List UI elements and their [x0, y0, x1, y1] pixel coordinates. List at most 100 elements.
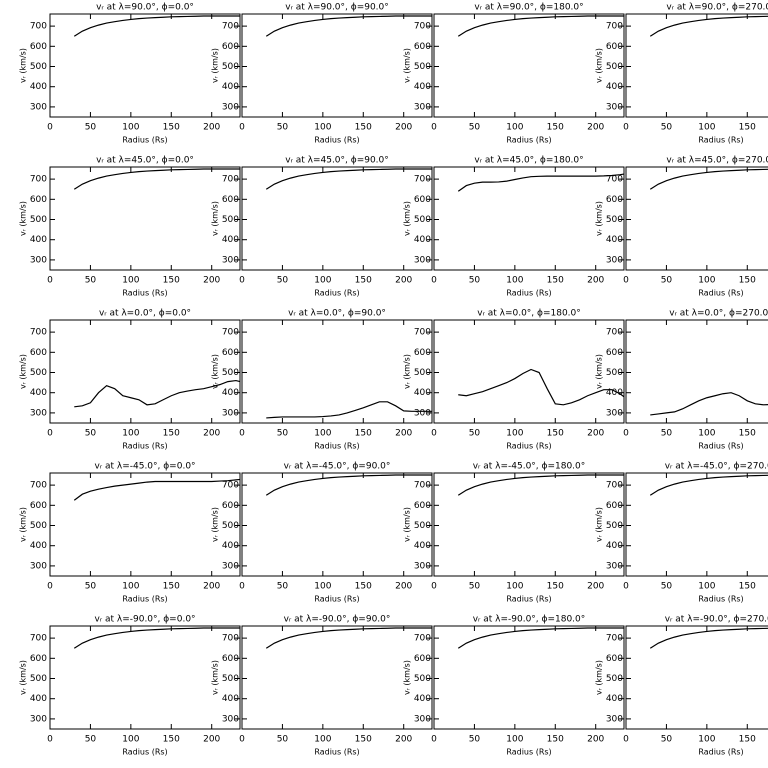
x-tick-label: 150: [163, 276, 180, 286]
plot-frame: [241, 319, 433, 424]
y-tick-label: 400: [222, 235, 239, 245]
x-tick-label: 200: [587, 735, 604, 745]
data-line: [457, 15, 624, 37]
data-line: [265, 168, 432, 190]
x-tick-label: 50: [661, 276, 673, 286]
x-tick-label: 150: [547, 123, 564, 133]
y-tick-label: 400: [606, 82, 623, 92]
x-tick-label: 100: [314, 123, 331, 133]
y-tick-label: 500: [606, 368, 623, 378]
y-tick-label: 400: [222, 694, 239, 704]
x-tick-label: 50: [85, 276, 97, 286]
panel: vᵣ at λ=0.0°, ϕ=180.0° Radius (Rs) vᵣ (km/…: [403, 309, 625, 451]
x-tick-label: 150: [547, 429, 564, 439]
panel: vᵣ at λ=-45.0°, ϕ=0.0° Radius (Rs) vᵣ (km/…: [19, 462, 241, 604]
panel: vᵣ at λ=-45.0°, ϕ=270.0° Radius (Rs) vᵣ (k…: [595, 462, 768, 604]
panel-title: vᵣ at λ=0.0°, ϕ=90.0°: [288, 309, 386, 319]
x-axis-label: Radius (Rs): [506, 748, 551, 757]
data-line: [649, 627, 768, 649]
y-tick-label: 600: [30, 348, 47, 358]
y-tick-label: 700: [414, 328, 431, 338]
x-tick-label: 200: [395, 735, 412, 745]
y-tick-label: 500: [606, 521, 623, 531]
y-tick-label: 400: [414, 388, 431, 398]
y-axis-label: vᵣ (km/s): [403, 507, 412, 542]
data-line: [73, 478, 241, 501]
y-tick-label: 600: [414, 348, 431, 358]
data-line: [457, 474, 624, 496]
plot-frame: [49, 166, 241, 271]
y-tick-label: 600: [606, 501, 623, 511]
plot-frame: [49, 472, 241, 577]
panel: vᵣ at λ=90.0°, ϕ=0.0° Radius (Rs) vᵣ (km/s…: [19, 3, 241, 145]
x-tick-label: 150: [355, 429, 372, 439]
x-tick-label: 150: [739, 429, 756, 439]
y-tick-label: 600: [222, 501, 239, 511]
panel-title: vᵣ at λ=90.0°, ϕ=90.0°: [285, 3, 389, 13]
panel-title: vᵣ at λ=90.0°, ϕ=270.0°: [666, 3, 768, 13]
x-axis-label: Radius (Rs): [698, 289, 743, 298]
x-tick-label: 200: [203, 582, 220, 592]
x-axis-label: Radius (Rs): [122, 595, 167, 604]
x-tick-label: 150: [163, 735, 180, 745]
x-tick-label: 50: [661, 123, 673, 133]
y-tick-label: 500: [606, 674, 623, 684]
panel: vᵣ at λ=-45.0°, ϕ=90.0° Radius (Rs) vᵣ (km…: [211, 462, 433, 604]
y-tick-label: 300: [414, 714, 431, 724]
y-tick-label: 500: [222, 521, 239, 531]
panel: vᵣ at λ=-90.0°, ϕ=90.0° Radius (Rs) vᵣ (km…: [211, 615, 433, 757]
y-tick-label: 300: [414, 561, 431, 571]
y-axis-label: vᵣ (km/s): [595, 507, 604, 542]
y-tick-label: 700: [30, 634, 47, 644]
panel: vᵣ at λ=90.0°, ϕ=180.0° Radius (Rs) vᵣ (km…: [403, 3, 625, 145]
x-tick-label: 50: [277, 429, 289, 439]
x-tick-label: 50: [469, 123, 481, 133]
y-tick-label: 600: [414, 195, 431, 205]
y-axis-label: vᵣ (km/s): [595, 48, 604, 83]
x-tick-label: 100: [698, 429, 715, 439]
y-axis-label: vᵣ (km/s): [595, 201, 604, 236]
x-tick-label: 0: [623, 735, 629, 745]
x-axis-label: Radius (Rs): [314, 595, 359, 604]
x-tick-label: 100: [506, 123, 523, 133]
x-tick-label: 150: [739, 276, 756, 286]
panel: vᵣ at λ=0.0°, ϕ=90.0° Radius (Rs) vᵣ (km/s…: [211, 309, 433, 451]
y-tick-label: 600: [414, 42, 431, 52]
panel: vᵣ at λ=45.0°, ϕ=180.0° Radius (Rs) vᵣ (km…: [403, 156, 625, 298]
panel-title: vᵣ at λ=90.0°, ϕ=180.0°: [474, 3, 583, 13]
data-line: [457, 627, 624, 649]
panel-title: vᵣ at λ=45.0°, ϕ=90.0°: [285, 156, 389, 166]
y-tick-label: 500: [222, 62, 239, 72]
plot-frame: [49, 13, 241, 118]
y-tick-label: 400: [414, 82, 431, 92]
y-tick-label: 300: [222, 102, 239, 112]
data-line: [73, 168, 240, 190]
y-tick-label: 300: [606, 102, 623, 112]
x-tick-label: 200: [395, 582, 412, 592]
plot-frame: [241, 166, 433, 271]
x-tick-label: 0: [431, 429, 437, 439]
y-axis-label: vᵣ (km/s): [211, 507, 220, 542]
x-tick-label: 50: [277, 582, 289, 592]
plot-frame: [49, 625, 241, 730]
panel-title: vᵣ at λ=-45.0°, ϕ=90.0°: [284, 462, 391, 472]
y-tick-label: 300: [222, 408, 239, 418]
x-tick-label: 200: [395, 276, 412, 286]
plot-frame: [241, 625, 433, 730]
y-tick-label: 600: [30, 501, 47, 511]
y-tick-label: 500: [414, 674, 431, 684]
panel-title: vᵣ at λ=-90.0°, ϕ=90.0°: [284, 615, 391, 625]
y-tick-label: 400: [606, 388, 623, 398]
x-tick-label: 100: [506, 582, 523, 592]
y-axis-label: vᵣ (km/s): [19, 354, 28, 389]
x-tick-label: 0: [239, 582, 245, 592]
y-tick-label: 600: [606, 348, 623, 358]
x-tick-label: 200: [395, 429, 412, 439]
panel: vᵣ at λ=-90.0°, ϕ=0.0° Radius (Rs) vᵣ (km/…: [19, 615, 241, 757]
panel: vᵣ at λ=45.0°, ϕ=90.0° Radius (Rs) vᵣ (km/…: [211, 156, 433, 298]
x-axis-label: Radius (Rs): [506, 442, 551, 451]
x-tick-label: 50: [469, 735, 481, 745]
x-axis-label: Radius (Rs): [698, 595, 743, 604]
y-tick-label: 300: [30, 102, 47, 112]
data-line: [265, 474, 432, 496]
